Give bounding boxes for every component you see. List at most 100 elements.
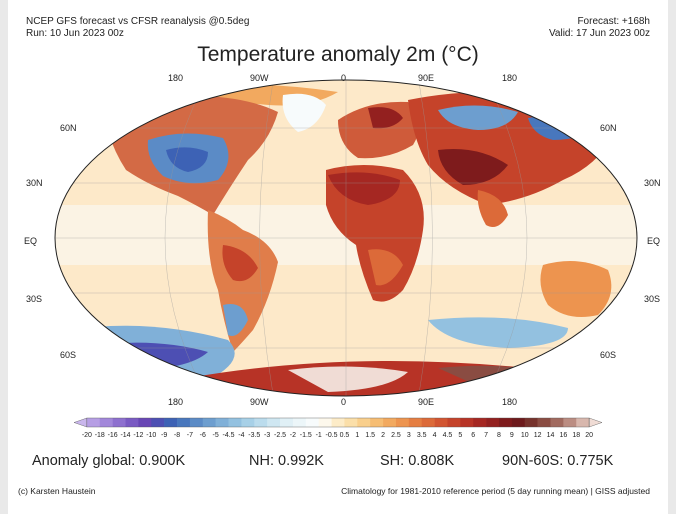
lon-label-bottom-180w: 180 <box>168 397 184 407</box>
colorbar-cell <box>434 418 448 427</box>
valid-time: Valid: 17 Jun 2023 00z <box>548 28 650 39</box>
colorbar-tick-label: 1.5 <box>365 432 375 439</box>
colorbar-cell <box>511 418 526 427</box>
colorbar-tick-label: -3.5 <box>248 432 260 439</box>
figure-panel: NCEP GFS forecast vs CFSR reanalysis @0.… <box>8 0 668 514</box>
colorbar-tick-label: -9 <box>161 432 167 439</box>
stat-nh: NH: 0.992K <box>249 453 324 469</box>
colorbar-tick-label: -2 <box>290 432 296 439</box>
colorbar-tick-label: 1 <box>355 432 359 439</box>
colorbar-cell <box>138 418 152 427</box>
lat-label-left-30s: 30S <box>26 294 43 304</box>
colorbar-cell <box>588 417 603 428</box>
lat-label-left-eq: EQ <box>24 236 38 246</box>
colorbar-cell <box>421 418 435 427</box>
credit: (c) Karsten Haustein <box>18 486 96 496</box>
lat-label-right-30n: 30N <box>644 178 661 188</box>
colorbar-cell <box>228 418 242 427</box>
colorbar: -20 -18 -16 -14 -12 -10 -9 -8 -7 -6 -5 -4.5 -4 -3.5 -3… <box>73 417 603 439</box>
colorbar-tick-label: -8 <box>174 432 180 439</box>
map-svg: -20 -18 -16 -14 -12 -10 -9 -8 -7 -6 -5 -4.5 -4 -3.5 -3… <box>54 79 638 439</box>
colorbar-tick-label: 14 <box>547 432 555 439</box>
climatology-note: Climatology for 1981-2010 reference peri… <box>341 486 650 496</box>
globe-outline <box>54 79 638 397</box>
colorbar-cell <box>344 418 358 427</box>
colorbar-cell <box>99 418 113 427</box>
colorbar-tick-label: -4.5 <box>223 432 235 439</box>
antarctica-extreme <box>288 366 408 392</box>
colorbar-cell <box>357 418 371 427</box>
india <box>477 190 508 228</box>
colorbar-cell <box>370 418 384 427</box>
colorbar-cell <box>112 418 126 427</box>
map-title: Temperature anomaly 2m (°C) <box>197 43 479 66</box>
stat-90n-60s: 90N-60S: 0.775K <box>502 453 614 469</box>
colorbar-tick-label: -6 <box>200 432 206 439</box>
colorbar-tick-label: -1 <box>316 432 322 439</box>
colorbar-tick-label: -1.5 <box>300 432 312 439</box>
lon-label-top-180w: 180 <box>168 73 184 83</box>
sa-warm-core <box>222 245 258 282</box>
colorbar-cell <box>292 418 307 427</box>
colorbar-cell <box>460 418 474 427</box>
colorbar-tick-label: -18 <box>95 432 105 439</box>
lat-label-right-eq: EQ <box>647 236 661 246</box>
colorbar-cell <box>267 418 281 427</box>
colorbar-cell <box>408 418 423 427</box>
lon-label-bottom-180e: 180 <box>502 397 518 407</box>
colorbar-cell <box>86 418 101 427</box>
colorbar-cell <box>576 418 590 427</box>
anomaly-field <box>55 80 637 396</box>
stat-global: Anomaly global: 0.900K <box>32 453 186 469</box>
colorbar-tick-label: 3.5 <box>417 432 427 439</box>
forecast-info: Forecast: +168h Valid: 17 Jun 2023 00z <box>549 16 650 40</box>
lat-label-left-60n: 60N <box>60 123 77 133</box>
australia <box>540 261 612 318</box>
lat-label-left-30n: 30N <box>26 178 43 188</box>
colorbar-cell <box>151 418 165 427</box>
colorbar-cell <box>447 418 461 427</box>
colorbar-cell <box>498 418 513 427</box>
lon-label-bottom-0: 0 <box>341 397 347 407</box>
colorbar-tick-label: 10 <box>521 432 529 439</box>
run-info: NCEP GFS forecast vs CFSR reanalysis @0.… <box>26 16 249 40</box>
lat-label-right-60s: 60S <box>600 350 617 360</box>
colorbar-cell <box>395 418 410 427</box>
colorbar-cell <box>563 418 577 427</box>
colorbar-cell <box>486 418 500 427</box>
colorbar-tick-label: 7 <box>484 432 488 439</box>
colorbar-cell <box>177 418 191 427</box>
colorbar-tick-label: 20 <box>585 432 593 439</box>
siberia-cold <box>438 105 518 130</box>
colorbar-tick-label: 2 <box>381 432 385 439</box>
colorbar-cell <box>241 418 255 427</box>
colorbar-tick-label: -12 <box>133 432 143 439</box>
colorbar-tick-label: -0.5 <box>326 432 338 439</box>
colorbar-cell <box>254 418 268 427</box>
colorbar-tick-label: 4.5 <box>443 432 453 439</box>
colorbar-tick-label: -16 <box>108 432 118 439</box>
colorbar-tick-label: 12 <box>534 432 542 439</box>
colorbar-cell <box>189 418 204 427</box>
colorbar-outline <box>86 417 590 428</box>
colorbar-cell <box>524 418 538 427</box>
lon-label-bottom-90e: 90E <box>418 397 435 407</box>
colorbar-tick-label: -10 <box>146 432 156 439</box>
colorbar-tick-label: 5 <box>458 432 462 439</box>
lat-label-left-60s: 60S <box>60 350 77 360</box>
lon-label-top-180e: 180 <box>502 73 518 83</box>
europe-hot-core <box>368 107 403 129</box>
colorbar-cell <box>383 418 397 427</box>
forecast-hour: Forecast: +168h <box>577 16 650 27</box>
colorbar-tick-label: -14 <box>120 432 130 439</box>
colorbar-cell <box>550 418 564 427</box>
colorbar-cell <box>73 417 88 428</box>
colorbar-tick-label: 3 <box>407 432 411 439</box>
colorbar-cell <box>125 418 139 427</box>
colorbar-cell <box>164 418 178 427</box>
colorbar-cell <box>305 418 319 427</box>
colorbar-tick-label: -4 <box>238 432 244 439</box>
colorbar-cell <box>280 418 294 427</box>
sa-cold-south <box>223 304 248 336</box>
colorbar-tick-label: 9 <box>510 432 514 439</box>
